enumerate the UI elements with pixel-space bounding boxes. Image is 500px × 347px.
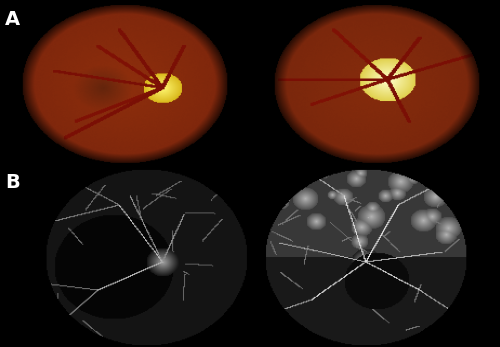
- Text: B: B: [5, 174, 20, 193]
- Text: A: A: [5, 10, 20, 29]
